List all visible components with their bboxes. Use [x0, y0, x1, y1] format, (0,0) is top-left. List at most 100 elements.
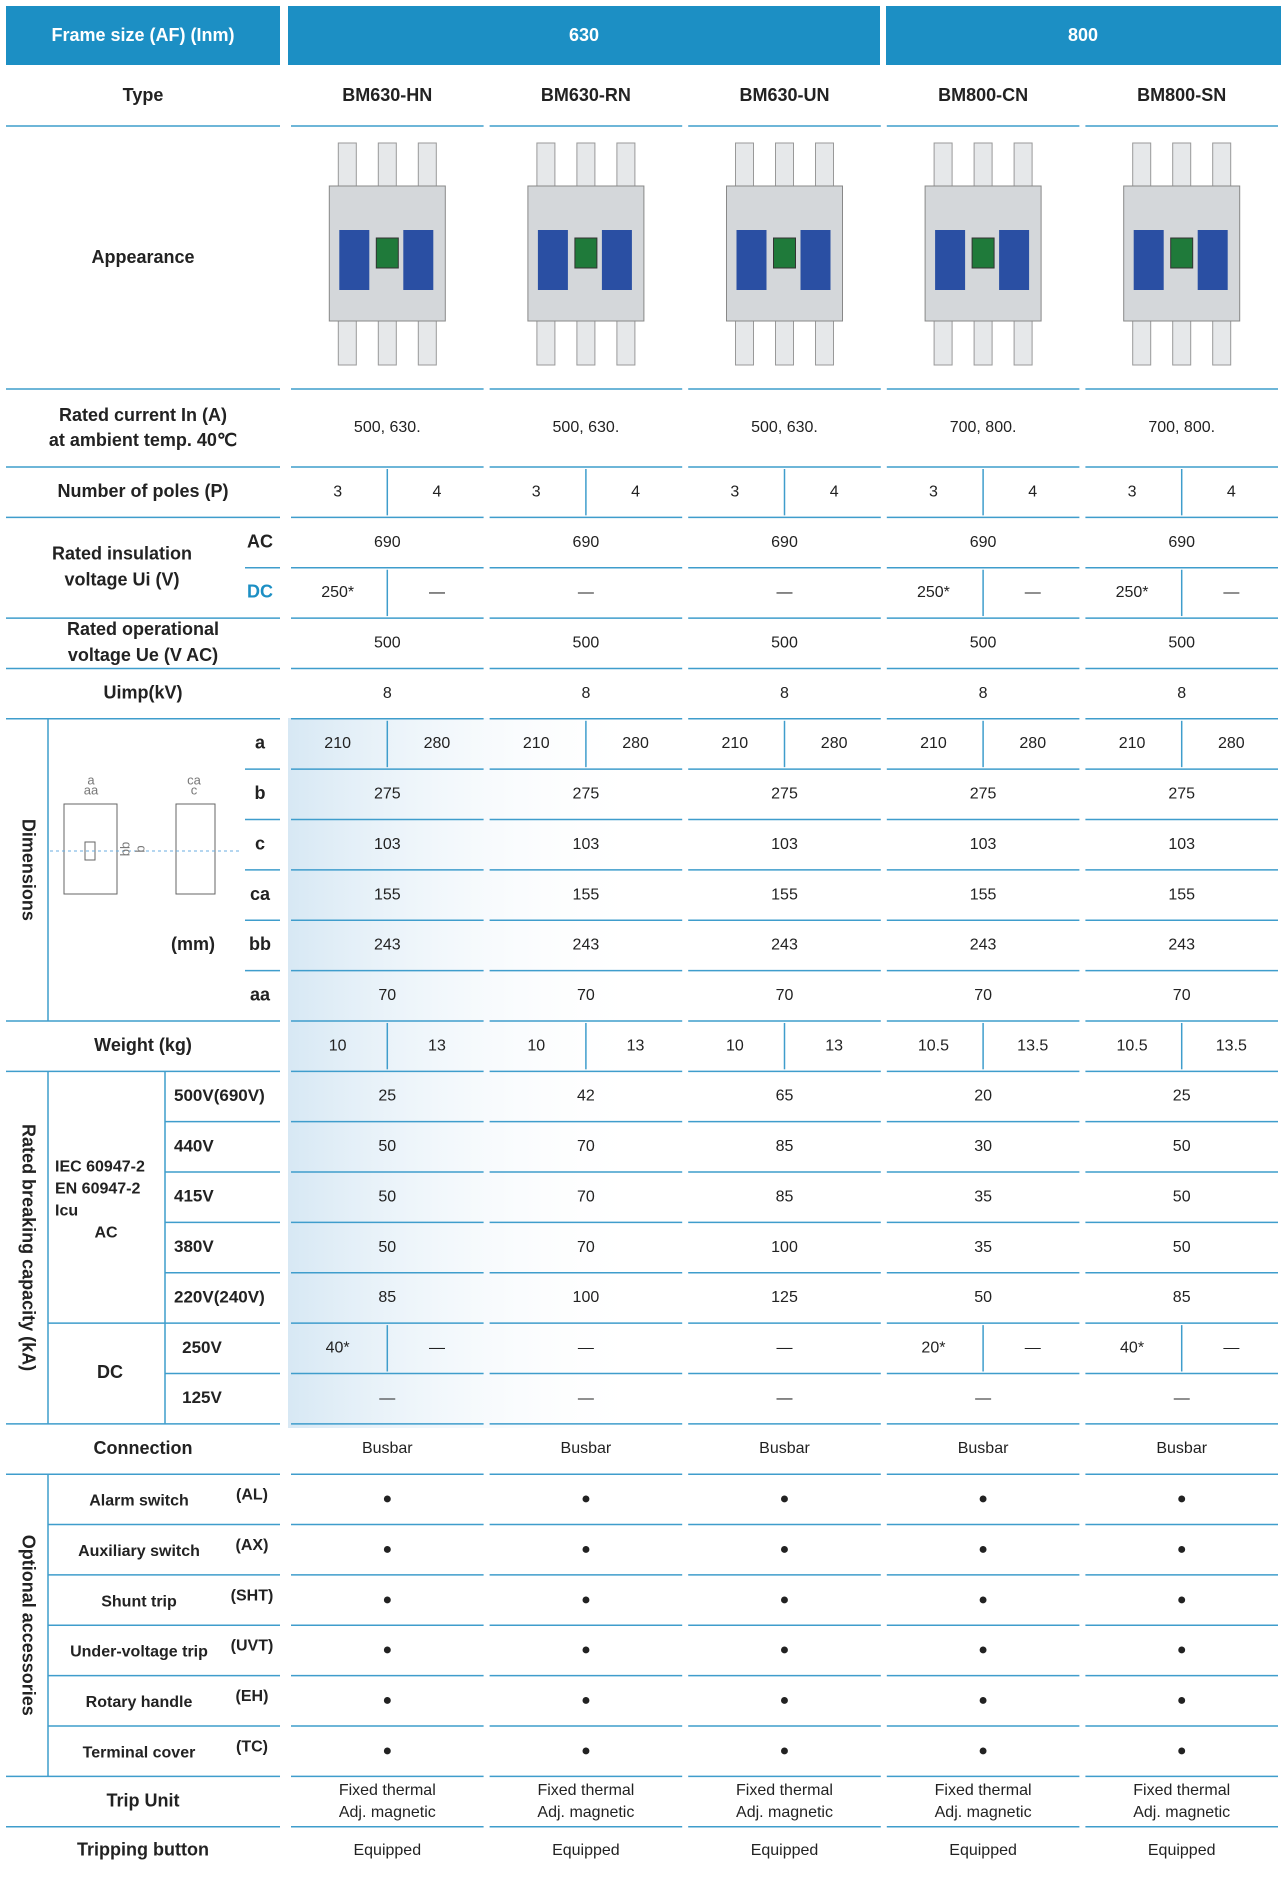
cell-text: aa	[250, 985, 271, 1005]
terminal	[815, 314, 834, 366]
cell-text: (TC)	[236, 1738, 268, 1755]
cell-text: Under-voltage trip	[70, 1644, 208, 1661]
cell-text: ●	[780, 1692, 790, 1709]
cell-text: Appearance	[91, 247, 194, 267]
cell-text: Rated insulation	[52, 543, 192, 563]
cell-text: 35	[974, 1239, 992, 1256]
cell-text: 30	[974, 1138, 992, 1155]
cell-text: 250*	[917, 584, 950, 601]
cell-text: ●	[780, 1642, 790, 1659]
cell-text: 500	[1168, 634, 1195, 651]
cell-text: 500, 630.	[354, 419, 421, 436]
cell-text: 500	[771, 634, 798, 651]
cell-text: 4	[631, 483, 640, 500]
cell-text: 70	[1173, 987, 1191, 1004]
cell-text: 630	[569, 25, 599, 45]
cell-text: 20	[974, 1088, 992, 1105]
cell-text: 243	[573, 937, 600, 954]
cell-text: AC	[247, 531, 273, 551]
cell-text: ●	[1177, 1491, 1187, 1508]
cell-text: Shunt trip	[101, 1593, 177, 1610]
cell-text: 50	[974, 1289, 992, 1306]
handle	[375, 237, 399, 269]
cell-text: 415V	[174, 1187, 214, 1206]
cell-text: ●	[978, 1742, 988, 1759]
cell-text: Busbar	[958, 1440, 1009, 1457]
cell-text: ●	[1177, 1591, 1187, 1608]
cell-text: 25	[378, 1088, 396, 1105]
cell-text: 280	[622, 735, 649, 752]
label-plate	[999, 230, 1030, 290]
cell-text: ●	[780, 1541, 790, 1558]
cell-text: 8	[581, 685, 590, 702]
cell-text: 275	[573, 786, 600, 803]
cell-text: 50	[378, 1138, 396, 1155]
cell-text: Equipped	[751, 1842, 819, 1859]
cell-text: 85	[1173, 1289, 1191, 1306]
cell-text: 13	[428, 1037, 446, 1054]
cell-text: 500, 630.	[751, 419, 818, 436]
terminal	[536, 314, 556, 366]
cell-text: 50	[1173, 1188, 1191, 1205]
breaker-image	[1123, 142, 1241, 366]
cell-text: ●	[581, 1591, 591, 1608]
cell-text: 8	[383, 685, 392, 702]
cell-text: 800	[1068, 25, 1098, 45]
cell-text: voltage Ue (V AC)	[68, 645, 218, 665]
cell-text: 10	[329, 1037, 347, 1054]
cell-text: —	[1025, 1340, 1041, 1357]
cell-text: bb	[249, 934, 271, 954]
cell-text: 4	[1227, 483, 1236, 500]
cell-text: 50	[378, 1239, 396, 1256]
cell-text: voltage Ui (V)	[64, 569, 179, 589]
cell-text: ●	[382, 1692, 392, 1709]
cell-text: 103	[1168, 836, 1195, 853]
terminal	[1172, 314, 1192, 366]
cell-text: Busbar	[561, 1440, 612, 1457]
cell-text: 10	[527, 1037, 545, 1054]
terminal	[377, 314, 397, 366]
cell-text: 243	[374, 937, 401, 954]
cell-text: 210	[721, 735, 748, 752]
cell-text: 155	[970, 886, 997, 903]
cell-text: 3	[730, 483, 739, 500]
cell-text: Busbar	[759, 1440, 810, 1457]
breaker-image	[924, 142, 1042, 366]
cell-text: 10.5	[918, 1037, 949, 1054]
cell-text: —	[1174, 1390, 1190, 1407]
cell-text: —	[578, 584, 594, 601]
cell-text: —	[975, 1390, 991, 1407]
cell-text: —	[1223, 584, 1239, 601]
cell-text: ●	[581, 1642, 591, 1659]
cell-text: 155	[573, 886, 600, 903]
cell-text: 100	[573, 1289, 600, 1306]
header-cell	[6, 6, 280, 65]
cell-text: 4	[432, 483, 441, 500]
cell-text: 500, 630.	[553, 419, 620, 436]
cell-text: DC	[97, 1362, 123, 1382]
cell-text: BM800-CN	[938, 85, 1028, 105]
cell-text: 40*	[1120, 1340, 1144, 1357]
cell-text: 10.5	[1116, 1037, 1147, 1054]
cell-text: Equipped	[1148, 1842, 1216, 1859]
cell-text: Auxiliary switch	[78, 1543, 200, 1560]
cell-text: ●	[978, 1591, 988, 1608]
cell-text: ●	[978, 1642, 988, 1659]
cell-text: 85	[776, 1138, 794, 1155]
cell-text: ●	[978, 1491, 988, 1508]
cell-text: Trip Unit	[107, 1790, 180, 1810]
handle	[971, 237, 995, 269]
cell-text: (SHT)	[231, 1587, 274, 1604]
cell-text: 125	[771, 1289, 798, 1306]
cell-text: ●	[780, 1591, 790, 1608]
cell-text: 280	[1019, 735, 1046, 752]
cell-text: Busbar	[1156, 1440, 1207, 1457]
cell-text: 690	[970, 534, 997, 551]
cell-text: Number of poles (P)	[57, 481, 228, 501]
cell-text: ●	[382, 1491, 392, 1508]
cell-text: 3	[1128, 483, 1137, 500]
cell-text: —	[1025, 584, 1041, 601]
terminal	[735, 314, 754, 366]
handle	[1170, 237, 1194, 269]
